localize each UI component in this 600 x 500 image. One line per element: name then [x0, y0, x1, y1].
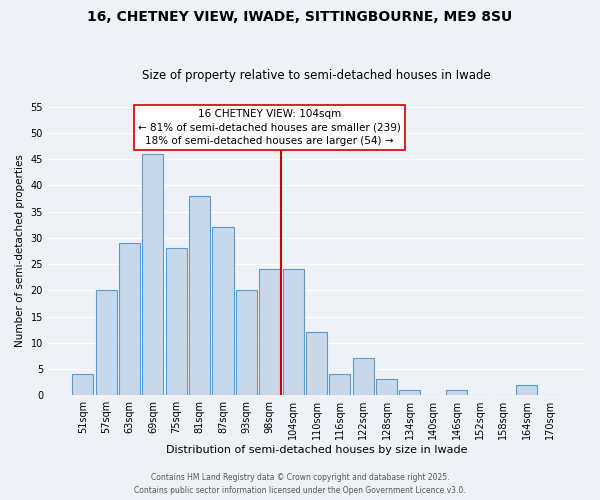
Bar	[73, 374, 94, 395]
Bar	[212, 228, 233, 395]
Bar	[353, 358, 374, 395]
Bar	[236, 290, 257, 395]
Text: 16 CHETNEY VIEW: 104sqm
← 81% of semi-detached houses are smaller (239)
18% of s: 16 CHETNEY VIEW: 104sqm ← 81% of semi-de…	[138, 110, 401, 146]
Title: Size of property relative to semi-detached houses in Iwade: Size of property relative to semi-detach…	[142, 69, 491, 82]
Bar	[189, 196, 210, 395]
X-axis label: Distribution of semi-detached houses by size in Iwade: Distribution of semi-detached houses by …	[166, 445, 467, 455]
Bar	[142, 154, 163, 395]
Bar	[283, 270, 304, 395]
Text: Contains HM Land Registry data © Crown copyright and database right 2025.
Contai: Contains HM Land Registry data © Crown c…	[134, 474, 466, 495]
Bar	[516, 384, 537, 395]
Bar	[329, 374, 350, 395]
Text: 16, CHETNEY VIEW, IWADE, SITTINGBOURNE, ME9 8SU: 16, CHETNEY VIEW, IWADE, SITTINGBOURNE, …	[88, 10, 512, 24]
Bar	[306, 332, 327, 395]
Bar	[446, 390, 467, 395]
Bar	[166, 248, 187, 395]
Bar	[259, 270, 280, 395]
Y-axis label: Number of semi-detached properties: Number of semi-detached properties	[15, 154, 25, 348]
Bar	[400, 390, 421, 395]
Bar	[119, 243, 140, 395]
Bar	[95, 290, 117, 395]
Bar	[376, 380, 397, 395]
